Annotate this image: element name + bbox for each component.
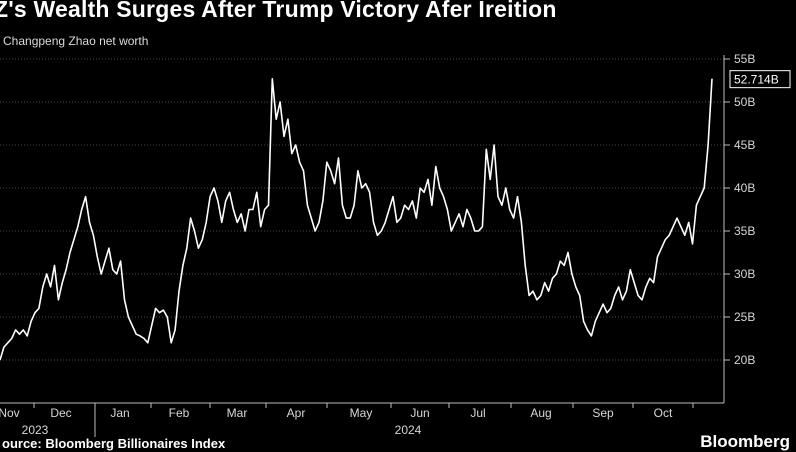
y-axis: 20B 25B 30B 35B 40B 45B 50B 55B	[723, 52, 755, 403]
y-tick-label: 40B	[734, 181, 755, 195]
x-tick-label: Nov	[0, 406, 20, 420]
x-tick-label: Jun	[410, 406, 429, 420]
y-tick-label: 20B	[734, 353, 755, 367]
x-tick-label: Mar	[227, 406, 248, 420]
y-tick-label: 25B	[734, 310, 755, 324]
chart-subtitle: Changpeng Zhao net worth	[3, 34, 149, 48]
x-year-label: 2023	[22, 423, 49, 437]
y-tick-label: 35B	[734, 224, 755, 238]
y-tick-label: 55B	[734, 52, 755, 66]
bloomberg-logo: Bloomberg	[700, 432, 790, 451]
last-value-callout: 52.714B	[729, 70, 791, 89]
x-tick-label: Aug	[530, 406, 551, 420]
x-tick-label: Sep	[592, 406, 614, 420]
x-tick-label: May	[350, 406, 373, 420]
x-year-label: 2024	[395, 423, 422, 437]
x-axis: Nov Dec Jan Feb Mar Apr May Jun Jul Aug Sep Oct 2023…	[0, 402, 724, 437]
y-tick-label: 45B	[734, 138, 755, 152]
chart-title: Z's Wealth Surges After Trump Victory Af…	[0, 0, 557, 22]
x-tick-label: Oct	[654, 406, 673, 420]
y-tick-label: 30B	[734, 267, 755, 281]
x-tick-label: Jul	[470, 406, 485, 420]
last-value-label: 52.714B	[734, 73, 779, 87]
y-tick-label: 50B	[734, 95, 755, 109]
x-tick-label: Feb	[169, 406, 190, 420]
gridlines	[0, 58, 724, 361]
net-worth-line	[0, 78, 713, 361]
source-note: ource: Bloomberg Billionaires Index	[2, 436, 226, 451]
x-tick-label: Apr	[287, 406, 306, 420]
x-tick-label: Dec	[50, 406, 71, 420]
last-value-box	[729, 70, 791, 89]
x-tick-label: Jan	[110, 406, 129, 420]
